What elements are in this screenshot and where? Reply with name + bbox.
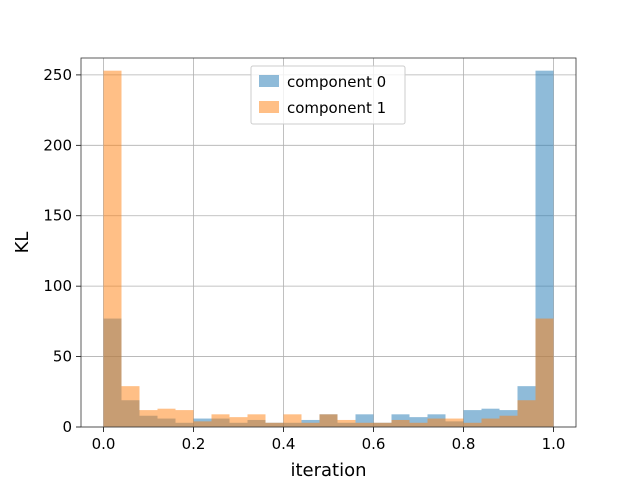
histogram-bar <box>193 421 212 427</box>
histogram-bar <box>373 422 392 427</box>
histogram-bar <box>337 419 356 427</box>
histogram-bar <box>211 414 230 427</box>
histogram-bar <box>247 414 266 427</box>
x-tick-label: 0.8 <box>452 435 476 453</box>
x-tick-label: 0.6 <box>362 435 386 453</box>
histogram-bar <box>499 415 518 427</box>
histogram-bar <box>427 418 446 427</box>
legend-label: component 0 <box>287 73 386 91</box>
legend-swatch <box>259 101 279 113</box>
histogram-bar <box>445 418 464 427</box>
histogram-bar <box>301 422 320 427</box>
histogram-bar <box>121 386 140 427</box>
y-tick-label: 100 <box>43 277 72 295</box>
y-tick-label: 150 <box>43 207 72 225</box>
histogram-bar <box>175 410 194 427</box>
legend-box <box>250 65 406 125</box>
histogram-bar <box>391 419 410 427</box>
x-tick-label: 0.0 <box>92 435 116 453</box>
histogram-bar <box>409 417 428 427</box>
histogram-bar <box>517 400 536 427</box>
y-tick-label: 250 <box>43 66 72 84</box>
histogram-bar <box>265 422 284 427</box>
histogram-bar <box>535 318 554 427</box>
x-tick-label: 1.0 <box>542 435 566 453</box>
y-tick-label: 200 <box>43 136 72 154</box>
x-tick-label: 0.2 <box>182 435 206 453</box>
plot-frame <box>80 57 577 428</box>
y-tick-label: 50 <box>53 348 72 366</box>
histogram-bar <box>355 422 374 427</box>
histogram-bar <box>409 422 428 427</box>
axis-ticks: 0.0 0.2 0.4 0.6 0.8 1.0 0 50 100 150 200 250 <box>43 66 565 453</box>
y-tick-label: 0 <box>62 418 72 436</box>
histogram-bar <box>283 414 302 427</box>
legend-swatch <box>259 75 279 87</box>
legend-label: component 1 <box>287 99 386 117</box>
histogram-bar <box>139 410 158 427</box>
histogram-bar <box>103 70 122 428</box>
y-axis-label: KL <box>12 232 33 254</box>
histogram-bar <box>229 417 248 427</box>
histogram-bar <box>481 418 500 427</box>
histogram-bar <box>319 414 338 427</box>
x-tick-label: 0.4 <box>272 435 296 453</box>
histogram-bar <box>157 408 176 427</box>
legend: component 0 component 1 <box>250 65 406 125</box>
histogram-bar <box>463 422 482 427</box>
histogram-bars <box>103 70 554 428</box>
x-axis-label: iteration <box>290 460 366 480</box>
